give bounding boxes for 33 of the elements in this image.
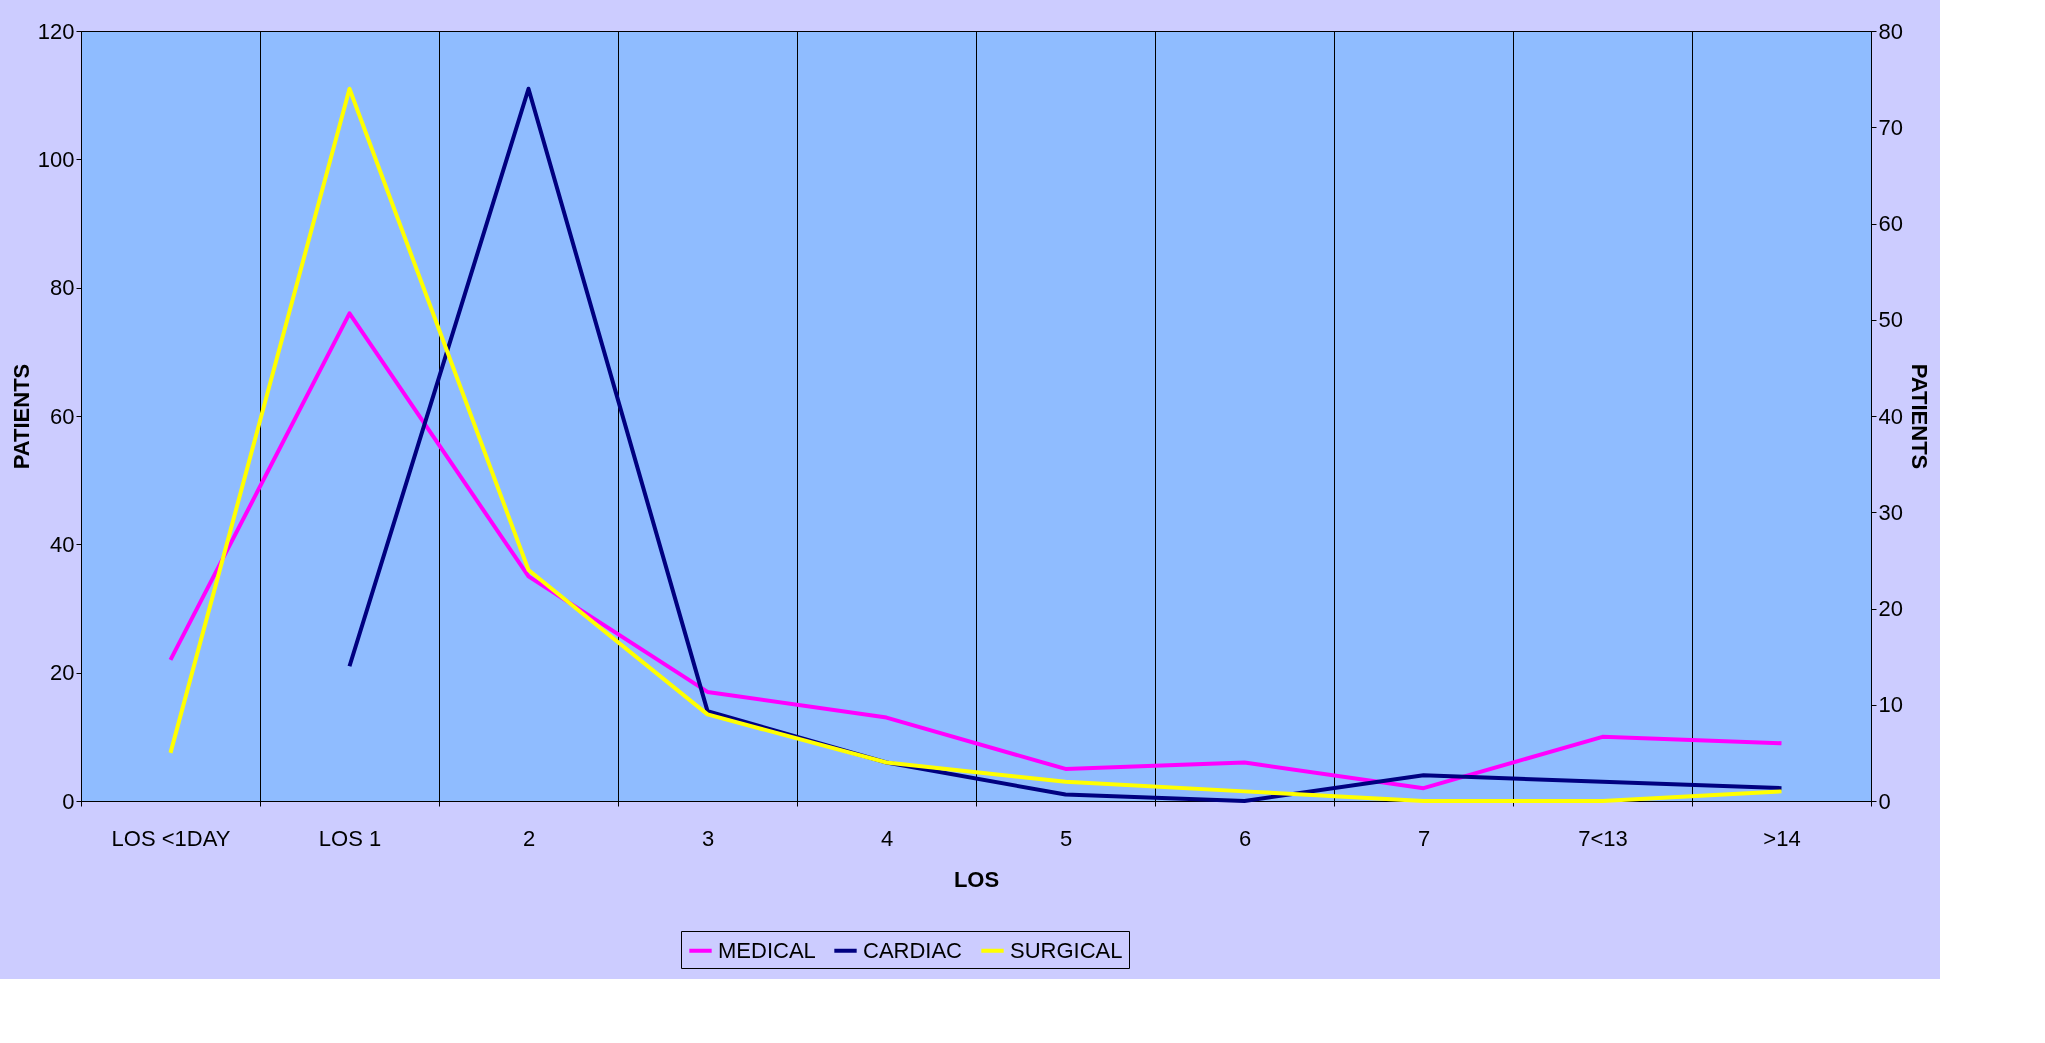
y-tick-label: 100 <box>37 146 75 172</box>
legend-label: CARDIAC <box>863 937 963 963</box>
x-tick-label: 7<13 <box>1578 825 1628 851</box>
x-tick-label: 4 <box>880 825 894 851</box>
x-tick-label: 2 <box>522 825 536 851</box>
y-tick-label: 120 <box>37 18 75 44</box>
legend-label: SURGICAL <box>1010 937 1123 963</box>
x-tick-label: 3 <box>701 825 715 851</box>
x-tick-label: 6 <box>1238 825 1252 851</box>
y-axis-title: PATIENTS <box>8 363 34 470</box>
x-tick-label: 5 <box>1059 825 1073 851</box>
y2-tick-label: 70 <box>1878 114 1903 140</box>
legend-label: MEDICAL <box>718 937 816 963</box>
y2-tick-label: 30 <box>1878 499 1903 525</box>
y2-tick-label: 0 <box>1878 788 1891 814</box>
x-tick-label: LOS <1DAY <box>111 825 231 851</box>
y2-tick-label: 80 <box>1878 18 1903 44</box>
x-tick-label: 7 <box>1417 825 1431 851</box>
y2-tick-label: 50 <box>1878 307 1903 333</box>
y-tick-label: 20 <box>50 660 75 686</box>
y-tick-label: 60 <box>50 403 75 429</box>
y-tick-label: 0 <box>62 788 75 814</box>
y2-tick-label: 40 <box>1878 403 1903 429</box>
line-series <box>168 311 1784 791</box>
y2-tick-label: 20 <box>1878 596 1903 621</box>
x-tick-label: >14 <box>1763 825 1801 851</box>
y-tick-label: 40 <box>50 531 75 557</box>
y2-tick-label: 10 <box>1878 692 1903 718</box>
x-tick-label: LOS 1 <box>318 825 382 851</box>
y2-tick-label: 60 <box>1878 211 1903 236</box>
y-tick-label: 80 <box>50 275 75 301</box>
x-axis-title: LOS <box>953 866 1000 892</box>
y2-axis-title: PATIENTS <box>1906 363 1932 470</box>
